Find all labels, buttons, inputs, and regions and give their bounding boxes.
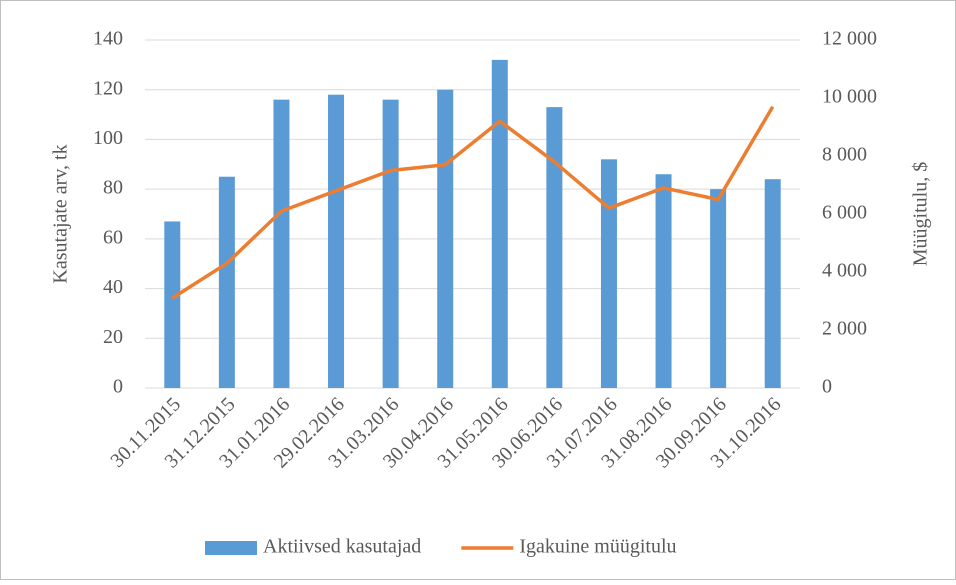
bar (764, 179, 781, 388)
y-tick-label: 60 (103, 226, 123, 248)
y2-tick-label: 6 000 (822, 202, 867, 224)
y2-tick-label: 0 (822, 376, 832, 398)
bar (600, 159, 617, 388)
bar (710, 189, 727, 388)
bar (491, 59, 508, 389)
y-axis-title: Kasutajate arv, tk (50, 144, 72, 283)
line (171, 105, 775, 300)
bar (164, 221, 181, 388)
y-tick-label: 20 (103, 326, 123, 348)
legend-swatch (205, 541, 257, 555)
bar (218, 176, 235, 388)
bar (437, 89, 454, 388)
bar (382, 99, 399, 389)
y2-tick-label: 8 000 (822, 144, 867, 166)
bar (655, 174, 672, 388)
y2-tick-label: 10 000 (822, 86, 877, 108)
y2-axis-title: Müügitulu, $ (910, 162, 932, 266)
legend-label: Igakuine müügitulu (519, 536, 676, 558)
y-tick-label: 0 (113, 376, 123, 398)
bar (546, 107, 563, 388)
y2-tick-label: 12 000 (822, 28, 877, 50)
y-tick-label: 100 (93, 127, 123, 149)
y2-tick-label: 4 000 (822, 260, 867, 282)
y-tick-label: 120 (93, 77, 123, 99)
y-tick-label: 80 (103, 177, 123, 199)
legend-label: Aktiivsed kasutajad (263, 536, 421, 558)
bar (328, 94, 345, 388)
y-tick-label: 40 (103, 276, 123, 298)
y-tick-label: 140 (93, 28, 123, 50)
bar (273, 99, 290, 389)
y2-tick-label: 2 000 (822, 318, 867, 340)
